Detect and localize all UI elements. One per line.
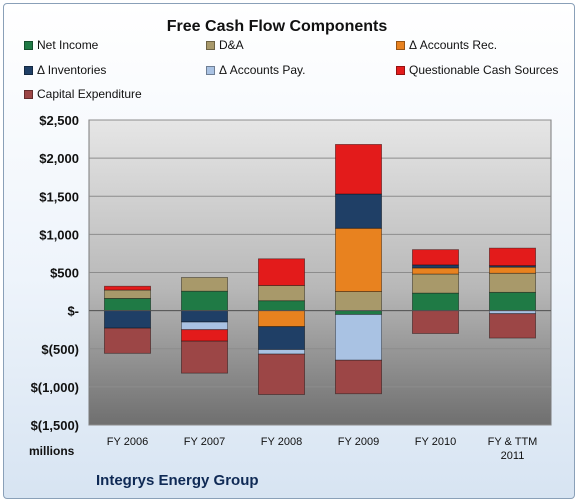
- y-tick-label: $1,000: [39, 227, 79, 242]
- bar-segment: [104, 289, 152, 299]
- legend-label: Capital Expenditure: [37, 87, 142, 101]
- x-tick-label: FY 2010: [415, 436, 456, 448]
- bar-segment: [411, 249, 459, 266]
- bar-segment: [488, 266, 536, 274]
- bar-segment: [411, 292, 459, 312]
- units-label: millions: [29, 444, 75, 458]
- legend-swatch: [24, 90, 33, 99]
- bar-segment: [257, 326, 305, 350]
- bar-segment: [180, 277, 228, 292]
- legend-item: Questionable Cash Sources: [396, 63, 558, 77]
- legend-item: Δ Accounts Pay.: [206, 63, 306, 77]
- bar-segment: [334, 359, 382, 395]
- bar-segment: [334, 193, 382, 229]
- bar-segment: [411, 273, 459, 294]
- legend-label: D&A: [219, 38, 244, 52]
- bar-segment: [180, 329, 228, 342]
- y-tick-label: $500: [50, 266, 79, 281]
- bar-segment: [257, 310, 305, 328]
- legend-label: Questionable Cash Sources: [409, 63, 559, 77]
- x-tick-label: FY 2009: [338, 436, 379, 448]
- legend-swatch: [206, 41, 215, 50]
- bar-segment: [257, 300, 305, 312]
- legend-item: Net Income: [24, 38, 98, 52]
- legend-label: Δ Inventories: [37, 63, 107, 77]
- bar-segment: [104, 310, 152, 329]
- y-tick-label: $-: [67, 304, 79, 319]
- y-tick-label: $2,000: [39, 151, 79, 166]
- bar-segment: [411, 267, 459, 275]
- legend-swatch: [206, 66, 215, 75]
- x-tick-label: FY 2008: [261, 436, 302, 448]
- bar-segment: [334, 314, 382, 361]
- bar-segment: [257, 258, 305, 286]
- legend-label: Net Income: [37, 38, 99, 52]
- chart-title: Free Cash Flow Components: [166, 18, 388, 35]
- bar-segment: [334, 143, 382, 195]
- bar-segment: [334, 227, 382, 292]
- legend-swatch: [396, 41, 405, 50]
- bar-segment: [257, 353, 305, 395]
- legend-item: Δ Accounts Rec.: [396, 38, 497, 52]
- legend-label: Δ Accounts Pay.: [219, 63, 306, 77]
- x-tick-label: FY & TTM: [488, 436, 538, 448]
- bar-segment: [104, 285, 152, 291]
- y-tick-label: $(1,000): [31, 380, 79, 395]
- legend-swatch: [396, 66, 405, 75]
- x-tick-label: FY 2007: [184, 436, 225, 448]
- y-tick-label: $(1,500): [31, 418, 79, 433]
- bar-segment: [257, 285, 305, 302]
- y-tick-label: $(500): [41, 342, 79, 357]
- legend-item: Capital Expenditure: [24, 87, 142, 101]
- bar-segment: [104, 298, 152, 312]
- bar-segment: [488, 291, 536, 312]
- bar-segment: [180, 310, 228, 323]
- bar-segment: [488, 313, 536, 339]
- bar-segment: [180, 321, 228, 331]
- legend-item: D&A: [206, 38, 244, 52]
- y-tick-label: $1,500: [39, 189, 79, 204]
- legend-item: Δ Inventories: [24, 63, 106, 77]
- bar-segment: [180, 290, 228, 312]
- x-tick-label: 2011: [501, 450, 525, 462]
- x-tick-label: FY 2006: [107, 436, 148, 448]
- bar-segment: [411, 264, 459, 269]
- bar-segment: [488, 272, 536, 293]
- y-tick-label: $2,500: [39, 113, 79, 128]
- legend-swatch: [24, 66, 33, 75]
- bar-segment: [104, 327, 152, 354]
- bar-segment: [488, 247, 536, 267]
- bar-segment: [334, 310, 382, 315]
- company-name: Integrys Energy Group: [96, 472, 259, 489]
- legend-label: Δ Accounts Rec.: [409, 38, 498, 52]
- bar-segment: [180, 340, 228, 374]
- legend-swatch: [24, 41, 33, 50]
- bar-segment: [411, 310, 459, 334]
- bar-segment: [257, 349, 305, 355]
- bar-segment: [334, 291, 382, 312]
